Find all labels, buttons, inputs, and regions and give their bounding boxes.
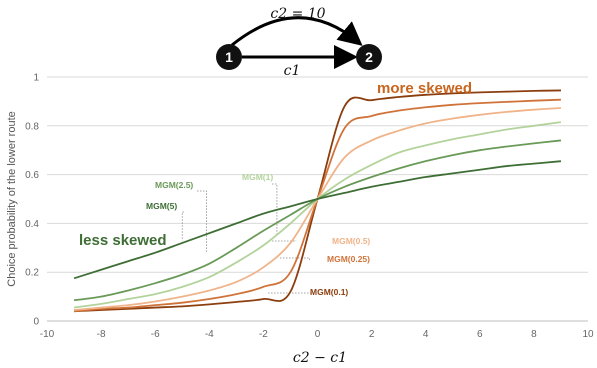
leader-mgm-1 bbox=[272, 183, 278, 236]
network-diagram: 1 2 c2 = 10 c1 bbox=[216, 6, 382, 79]
leader-mgm-0-5 bbox=[272, 240, 297, 242]
y-tick-label: 0 bbox=[33, 317, 39, 328]
node-1 bbox=[216, 44, 242, 70]
less-skewed-label: less skewed bbox=[79, 232, 167, 249]
series-lines bbox=[73, 89, 562, 313]
x-tick-label: 6 bbox=[477, 329, 483, 340]
x-tick-label: 4 bbox=[423, 329, 429, 340]
series-line-mgm-1 bbox=[73, 121, 562, 309]
leader-mgm-0-1 bbox=[268, 292, 316, 295]
more-skewed-label: more skewed bbox=[377, 80, 472, 97]
series-label-mgm-2-5: MGM(2.5) bbox=[155, 180, 193, 190]
x-tick-label: -6 bbox=[151, 329, 160, 340]
node-1-label: 1 bbox=[225, 49, 233, 65]
x-tick-label: -2 bbox=[259, 329, 268, 340]
series-line-mgm-2-5 bbox=[73, 139, 562, 302]
upper-route-edge bbox=[231, 16, 363, 47]
tick-labels: 0 0.2 0.4 0.6 0.8 1 -10 -8 -6 -4 -2 0 2 4 6 8 10 bbox=[25, 73, 594, 341]
leader-mgm-2-5 bbox=[197, 190, 207, 253]
x-tick-label: -10 bbox=[40, 329, 55, 340]
annotation-leaders bbox=[181, 183, 316, 295]
grid bbox=[47, 76, 588, 273]
series-label-mgm-0-1: MGM(0.1) bbox=[310, 287, 348, 297]
node-2 bbox=[356, 44, 382, 70]
node-2-label: 2 bbox=[365, 49, 373, 65]
y-tick-label: 0.8 bbox=[25, 121, 39, 132]
y-axis-label: Choice probability of the lower route bbox=[6, 111, 18, 286]
x-tick-label: -4 bbox=[205, 329, 214, 340]
y-tick-label: 0.4 bbox=[25, 219, 39, 230]
series-label-mgm-1: MGM(1) bbox=[242, 172, 273, 182]
series-line-mgm-5 bbox=[73, 160, 562, 280]
lower-route-label: c1 bbox=[284, 63, 301, 79]
x-axis-label: c2 − c1 bbox=[293, 350, 347, 366]
x-tick-label: 10 bbox=[582, 329, 594, 340]
series-label-mgm-0-25: MGM(0.25) bbox=[327, 254, 370, 264]
y-tick-label: 0.2 bbox=[25, 268, 39, 279]
x-tick-label: -8 bbox=[97, 329, 106, 340]
y-tick-label: 0.6 bbox=[25, 170, 39, 181]
leader-mgm-5 bbox=[181, 211, 184, 241]
upper-route-label: c2 = 10 bbox=[270, 6, 325, 22]
y-tick-label: 1 bbox=[33, 73, 39, 84]
series-label-mgm-0-5: MGM(0.5) bbox=[332, 236, 370, 246]
chart: 0 0.2 0.4 0.6 0.8 1 -10 -8 -6 -4 -2 0 2 4 6 8 10 MGM(0.1… bbox=[6, 73, 594, 367]
series-annotations: MGM(0.1) MGM(0.25) MGM(0.5) MGM(1) MGM(2.5) M… bbox=[146, 172, 370, 297]
x-tick-label: 8 bbox=[531, 329, 537, 340]
x-tick-label: 0 bbox=[315, 329, 321, 340]
x-tick-label: 2 bbox=[369, 329, 375, 340]
leader-mgm-0-25 bbox=[280, 257, 310, 260]
series-label-mgm-5: MGM(5) bbox=[146, 201, 177, 211]
